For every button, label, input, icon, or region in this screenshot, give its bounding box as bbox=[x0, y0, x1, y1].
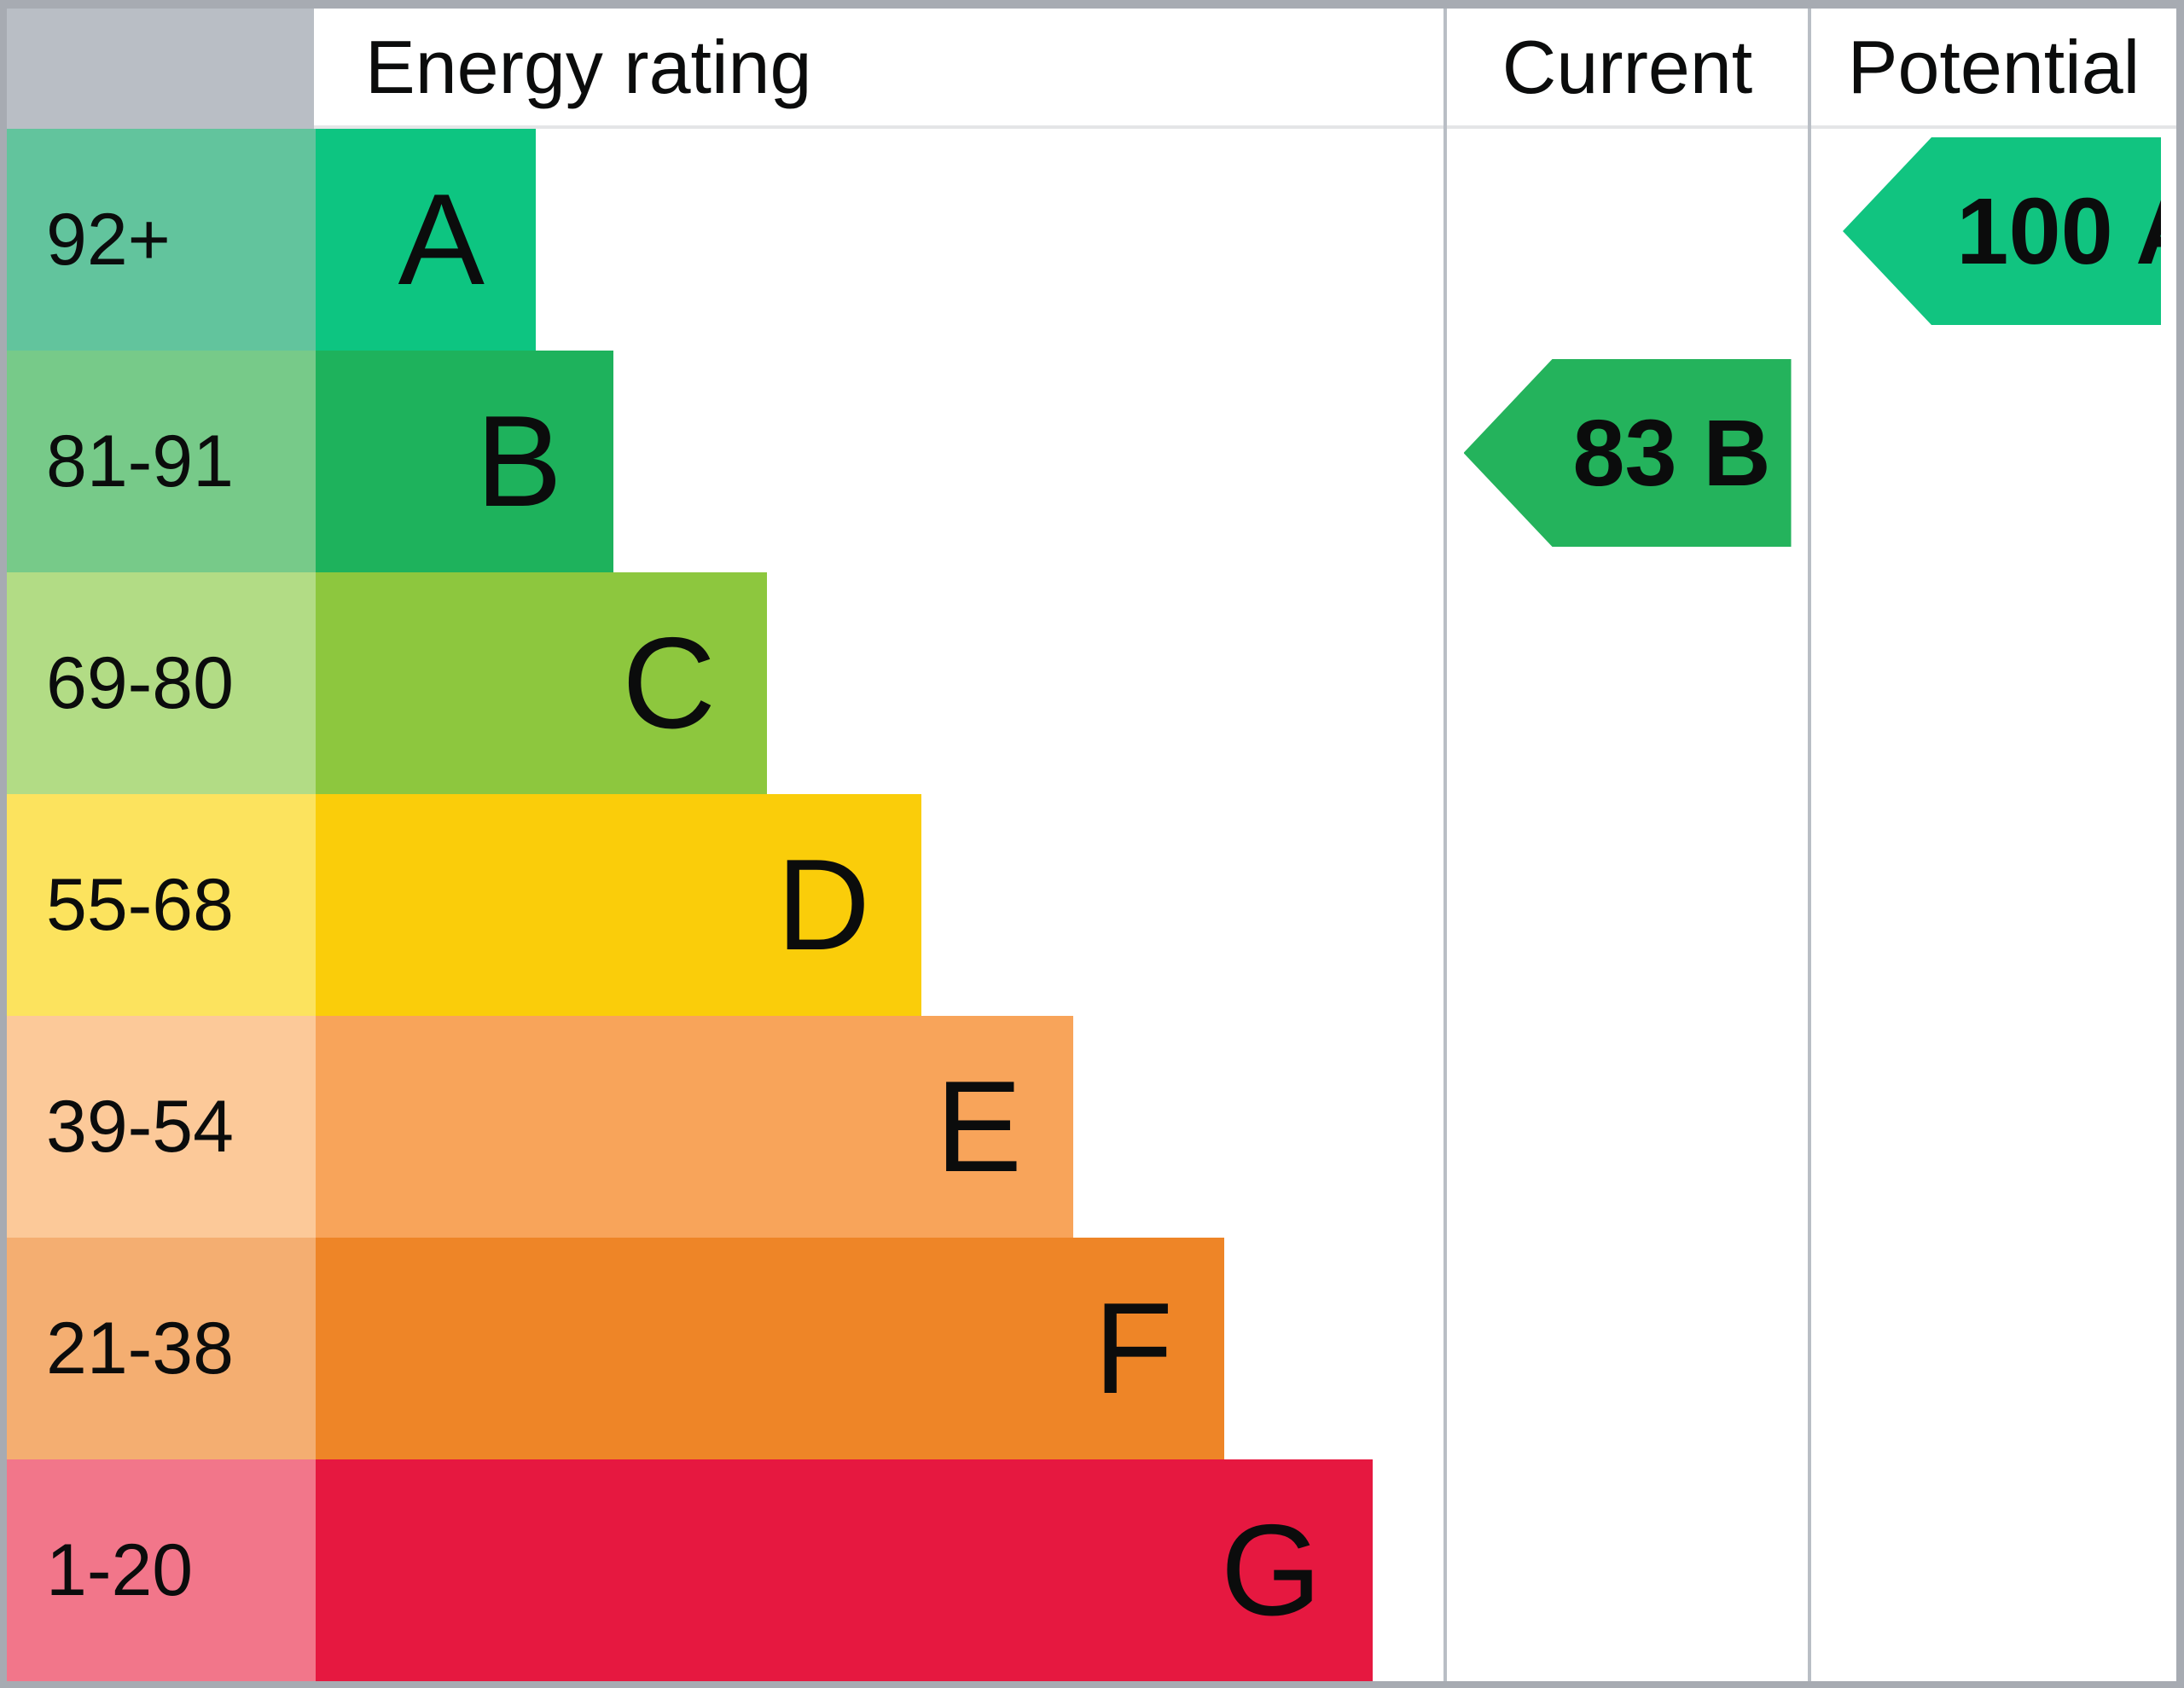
energy-bands: 92+ A 81-91 B 69-80 C 55-68 D 39-54 E 21-38 F 1-20 G bbox=[7, 129, 1443, 1681]
band-row-f: 21-38 F bbox=[7, 1238, 1443, 1459]
potential-rating-column: 100 A bbox=[1811, 129, 2176, 1681]
band-bar-a: A bbox=[316, 129, 536, 351]
current-rating-column: 83 B bbox=[1447, 129, 1808, 1681]
band-row-g: 1-20 G bbox=[7, 1459, 1443, 1681]
current-column-divider bbox=[1443, 9, 1447, 1681]
energy-rating-header-label: Energy rating bbox=[365, 24, 812, 109]
potential-column-header: Potential bbox=[1811, 9, 2176, 129]
band-row-c: 69-80 C bbox=[7, 572, 1443, 794]
score-rating-divider bbox=[7, 9, 314, 129]
current-rating-value: 83 B bbox=[1572, 400, 1771, 506]
score-range-a: 92+ bbox=[7, 129, 316, 351]
score-range-g: 1-20 bbox=[7, 1459, 316, 1681]
potential-rating-arrow: 100 A bbox=[1843, 137, 2161, 325]
current-rating-arrow: 83 B bbox=[1463, 359, 1792, 547]
band-bar-d: D bbox=[316, 794, 921, 1016]
band-bar-b: B bbox=[316, 351, 613, 572]
band-bar-e: E bbox=[316, 1016, 1073, 1238]
current-column-header: Current bbox=[1447, 9, 1808, 129]
band-row-e: 39-54 E bbox=[7, 1016, 1443, 1238]
band-bar-c: C bbox=[316, 572, 767, 794]
score-range-e: 39-54 bbox=[7, 1016, 316, 1238]
band-row-a: 92+ A bbox=[7, 129, 1443, 351]
potential-arrow-clip: 100 A bbox=[1843, 137, 2161, 325]
potential-rating-value: 100 A bbox=[1956, 178, 2161, 284]
energy-rating-column-header: Energy rating bbox=[317, 9, 1443, 129]
current-header-label: Current bbox=[1502, 24, 1753, 109]
band-row-d: 55-68 D bbox=[7, 794, 1443, 1016]
potential-column-divider bbox=[1808, 9, 1811, 1681]
potential-header-label: Potential bbox=[1847, 24, 2140, 109]
score-range-b: 81-91 bbox=[7, 351, 316, 572]
band-bar-g: G bbox=[316, 1459, 1373, 1681]
score-range-f: 21-38 bbox=[7, 1238, 316, 1459]
score-range-d: 55-68 bbox=[7, 794, 316, 1016]
score-range-c: 69-80 bbox=[7, 572, 316, 794]
band-bar-f: F bbox=[316, 1238, 1224, 1459]
band-row-b: 81-91 B bbox=[7, 351, 1443, 572]
